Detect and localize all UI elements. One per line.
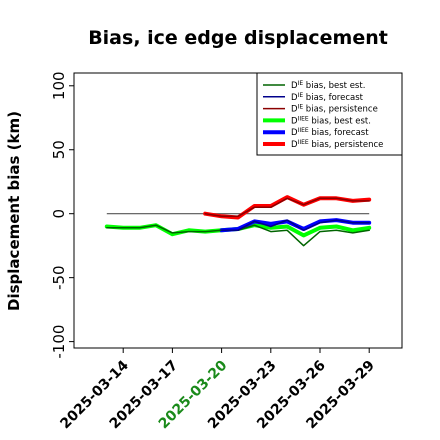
y-tick-label: -50	[50, 265, 68, 290]
legend-label-4: DIIEE bias, best est.	[291, 115, 371, 126]
plot-area	[104, 195, 372, 247]
y-tick-label: 0	[50, 209, 68, 219]
plot-frame	[73, 72, 403, 349]
legend-label-2: DIE bias, forecast	[291, 92, 364, 103]
legend-box	[256, 72, 403, 156]
legend-label-5: DIIEE bias, forecast	[291, 127, 369, 138]
legend-label-6: DIIEE bias, persistence	[291, 139, 383, 150]
legend-label-3: DIE bias, persistence	[291, 104, 378, 115]
legend-label-1: DIE bias, best est.	[291, 80, 365, 91]
legend: DIE bias, best est.DIE bias, forecastDIE…	[256, 72, 403, 156]
y-tick-label: 100	[50, 71, 68, 100]
y-tick-label: 50	[50, 140, 68, 159]
series-line-3	[204, 197, 370, 218]
chart-title: Bias, ice edge displacement	[88, 27, 388, 49]
series-line-2	[220, 219, 370, 232]
y-tick-label: -100	[50, 325, 68, 359]
y-axis-label: Displacement bias (km)	[5, 111, 23, 311]
